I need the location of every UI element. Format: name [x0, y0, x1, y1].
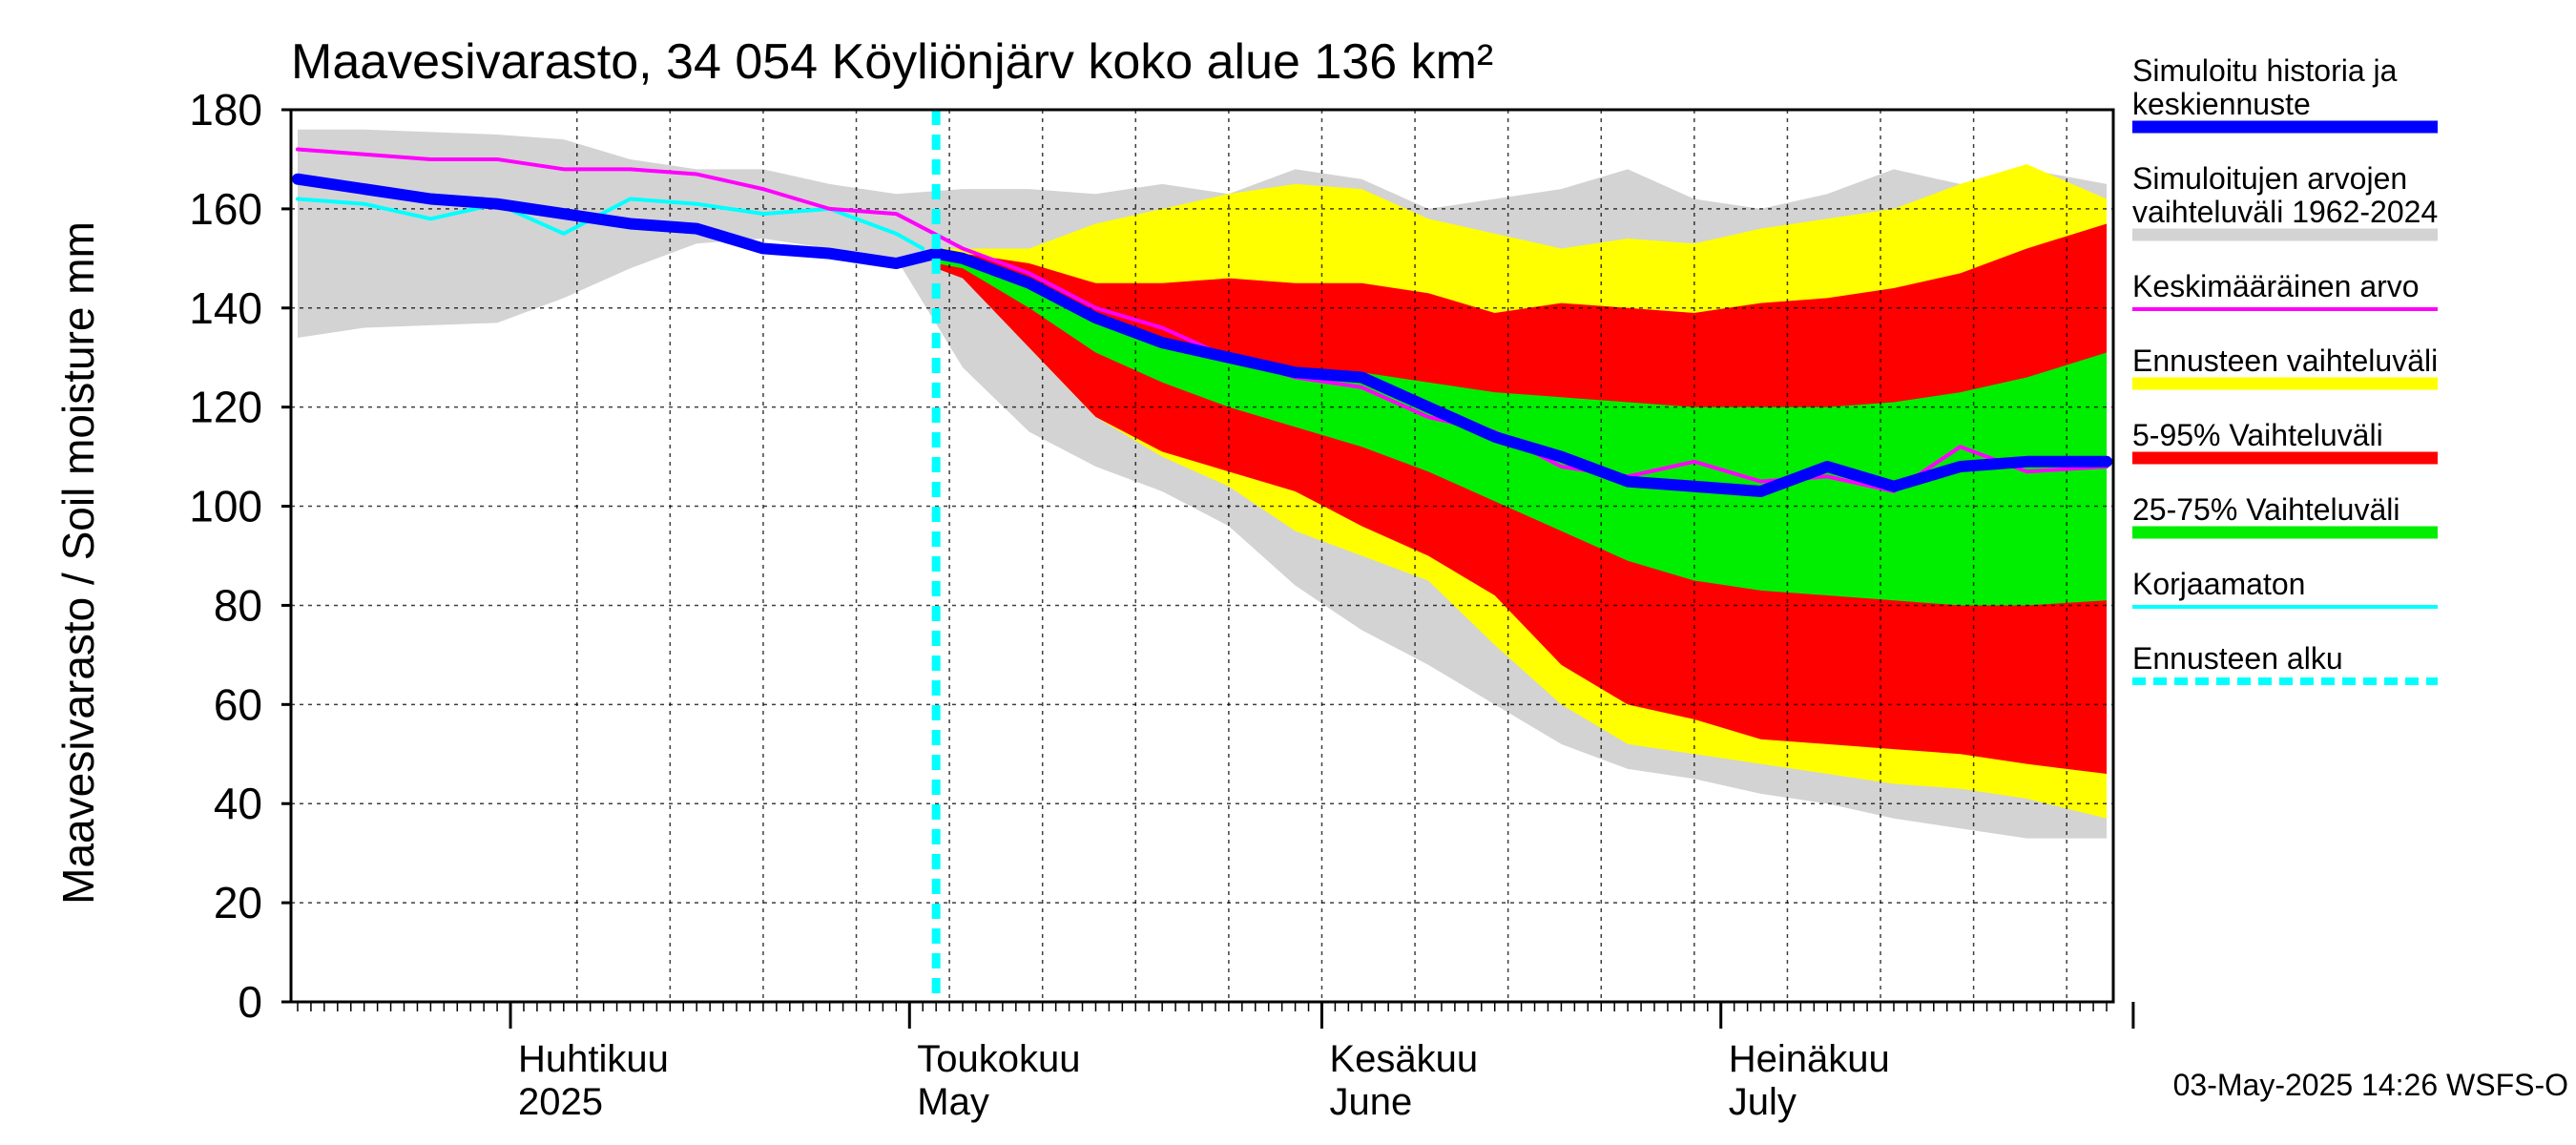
- y-tick-label: 0: [238, 977, 262, 1027]
- y-tick-label: 140: [189, 283, 262, 333]
- x-month-label: Toukokuu: [917, 1038, 1080, 1080]
- y-axis: 0 20 40 60 80 100 120 140 160 180: [189, 85, 291, 1027]
- x-month-label: Kesäkuu: [1329, 1038, 1478, 1080]
- legend-label: Ennusteen alku: [2132, 641, 2343, 676]
- band-layer: [297, 129, 2108, 839]
- x-month-sublabel: May: [917, 1081, 989, 1123]
- plot-area: [289, 108, 2115, 1004]
- uncorrected-line: [295, 197, 925, 251]
- y-tick-label: 60: [214, 679, 262, 729]
- y-tick-label: 40: [214, 779, 262, 828]
- y-tick-label: 120: [189, 383, 262, 432]
- x-month-sublabel: June: [1329, 1081, 1412, 1123]
- y-tick-label: 100: [189, 482, 262, 531]
- line-layer: [291, 110, 2113, 1002]
- legend-label: keskiennuste: [2132, 87, 2311, 121]
- history-forecast-line: [291, 173, 2113, 497]
- x-month-sublabel: 2025: [518, 1081, 603, 1123]
- legend-label: Simuloitu historia ja: [2132, 53, 2398, 88]
- chart-title: Maavesivarasto, 34 054 Köyliönjärv koko …: [291, 34, 1493, 90]
- y-tick-label: 160: [189, 184, 262, 234]
- y-tick-label: 180: [189, 85, 262, 135]
- legend-label: vaihteluväli 1962-2024: [2132, 195, 2438, 229]
- x-month-label: Heinäkuu: [1729, 1038, 1890, 1080]
- timestamp-text: 03-May-2025 14:26 WSFS-O: [2173, 1068, 2568, 1102]
- y-axis-label: Maavesivarasto / Soil moisture mm: [53, 221, 103, 905]
- legend-label: 25-75% Vaihteluväli: [2132, 492, 2399, 527]
- x-month-label: Huhtikuu: [518, 1038, 669, 1080]
- legend-label: Korjaamaton: [2132, 567, 2305, 601]
- legend-label: Keskimääräinen arvo: [2132, 269, 2420, 303]
- legend-label: 5-95% Vaihteluväli: [2132, 418, 2383, 452]
- y-tick-label: 20: [214, 878, 262, 927]
- x-month-sublabel: July: [1729, 1081, 1797, 1123]
- legend-label: Ennusteen vaihteluväli: [2132, 344, 2438, 378]
- y-tick-label: 80: [214, 580, 262, 630]
- p25-75-band: [936, 258, 2108, 606]
- legend-label: Simuloitujen arvojen: [2132, 161, 2407, 196]
